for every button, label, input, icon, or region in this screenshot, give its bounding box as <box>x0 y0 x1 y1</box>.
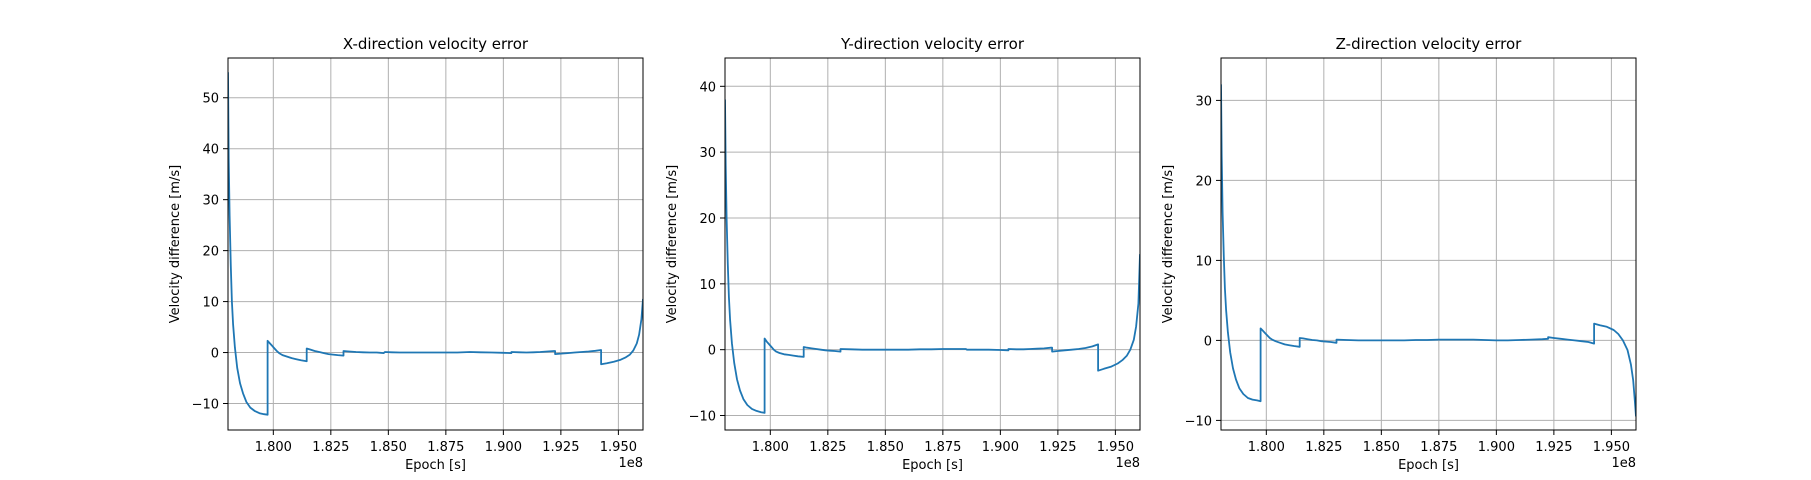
x-tick-label: 1.925 <box>1039 440 1076 455</box>
x-axis-offset-label: 1e8 <box>618 456 643 471</box>
y-tick-label: 40 <box>699 80 716 95</box>
x-tick-label: 1.900 <box>1478 440 1515 455</box>
grid <box>725 58 1140 430</box>
panel-title: Y-direction velocity error <box>840 35 1025 53</box>
y-tick-label: 0 <box>708 344 716 359</box>
y-tick-label: −10 <box>1185 414 1212 429</box>
y-tick-label: −10 <box>192 398 219 413</box>
x-tick-label: 1.825 <box>809 440 846 455</box>
y-tick-label: 10 <box>1195 254 1212 269</box>
axes-frame <box>724 57 1141 431</box>
panel-title: X-direction velocity error <box>343 35 529 53</box>
y-tick-label: 30 <box>1195 94 1212 109</box>
x-tick-label: 1.950 <box>600 440 637 455</box>
grid <box>228 58 643 430</box>
y-tick-label: 20 <box>699 212 716 227</box>
x-tick-label: 1.900 <box>485 440 522 455</box>
x-axis-label: Epoch [s] <box>902 458 963 473</box>
x-tick-label: 1.900 <box>982 440 1019 455</box>
x-tick-label: 1.850 <box>867 440 904 455</box>
x-axis-offset-label: 1e8 <box>1611 456 1636 471</box>
y-tick-label: 0 <box>1204 334 1212 349</box>
x-tick-label: 1.850 <box>1363 440 1400 455</box>
axes-frame <box>227 57 644 431</box>
x-tick-label: 1.825 <box>312 440 349 455</box>
y-tick-label: 10 <box>202 296 219 311</box>
y-tick-label: 20 <box>1195 174 1212 189</box>
y-axis-label: Velocity difference [m/s] <box>168 165 183 323</box>
series-line <box>725 99 1140 414</box>
axes-frame <box>1220 57 1637 431</box>
series-line <box>1221 84 1636 417</box>
x-tick-label: 1.800 <box>752 440 789 455</box>
x-tick-label: 1.950 <box>1593 440 1630 455</box>
y-tick-label: 30 <box>202 194 219 209</box>
panel-z-velocity-error: Z-direction velocity error Epoch [s] Vel… <box>1161 35 1637 473</box>
x-tick-label: 1.875 <box>427 440 464 455</box>
y-tick-label: 40 <box>202 143 219 158</box>
panel-y-velocity-error: Y-direction velocity error Epoch [s] Vel… <box>665 35 1141 473</box>
y-tick-label: 20 <box>202 245 219 260</box>
x-tick-label: 1.850 <box>370 440 407 455</box>
x-tick-label: 1.950 <box>1097 440 1134 455</box>
y-axis-label: Velocity difference [m/s] <box>665 165 680 323</box>
x-axis-offset-label: 1e8 <box>1115 456 1140 471</box>
x-tick-label: 1.925 <box>1535 440 1572 455</box>
x-tick-label: 1.825 <box>1305 440 1342 455</box>
x-tick-label: 1.875 <box>1420 440 1457 455</box>
panel-x-velocity-error: X-direction velocity error Epoch [s] Vel… <box>168 35 644 473</box>
x-tick-label: 1.800 <box>255 440 292 455</box>
y-axis-label: Velocity difference [m/s] <box>1161 165 1176 323</box>
y-tick-label: 10 <box>699 278 716 293</box>
series-line <box>228 72 643 416</box>
x-tick-label: 1.925 <box>542 440 579 455</box>
y-tick-label: −10 <box>689 410 716 425</box>
x-axis-label: Epoch [s] <box>405 458 466 473</box>
panel-title: Z-direction velocity error <box>1336 35 1522 53</box>
y-tick-label: 0 <box>211 347 219 362</box>
x-tick-label: 1.800 <box>1248 440 1285 455</box>
y-tick-label: 50 <box>202 92 219 107</box>
x-tick-label: 1.875 <box>924 440 961 455</box>
x-axis-label: Epoch [s] <box>1398 458 1459 473</box>
y-tick-label: 30 <box>699 146 716 161</box>
